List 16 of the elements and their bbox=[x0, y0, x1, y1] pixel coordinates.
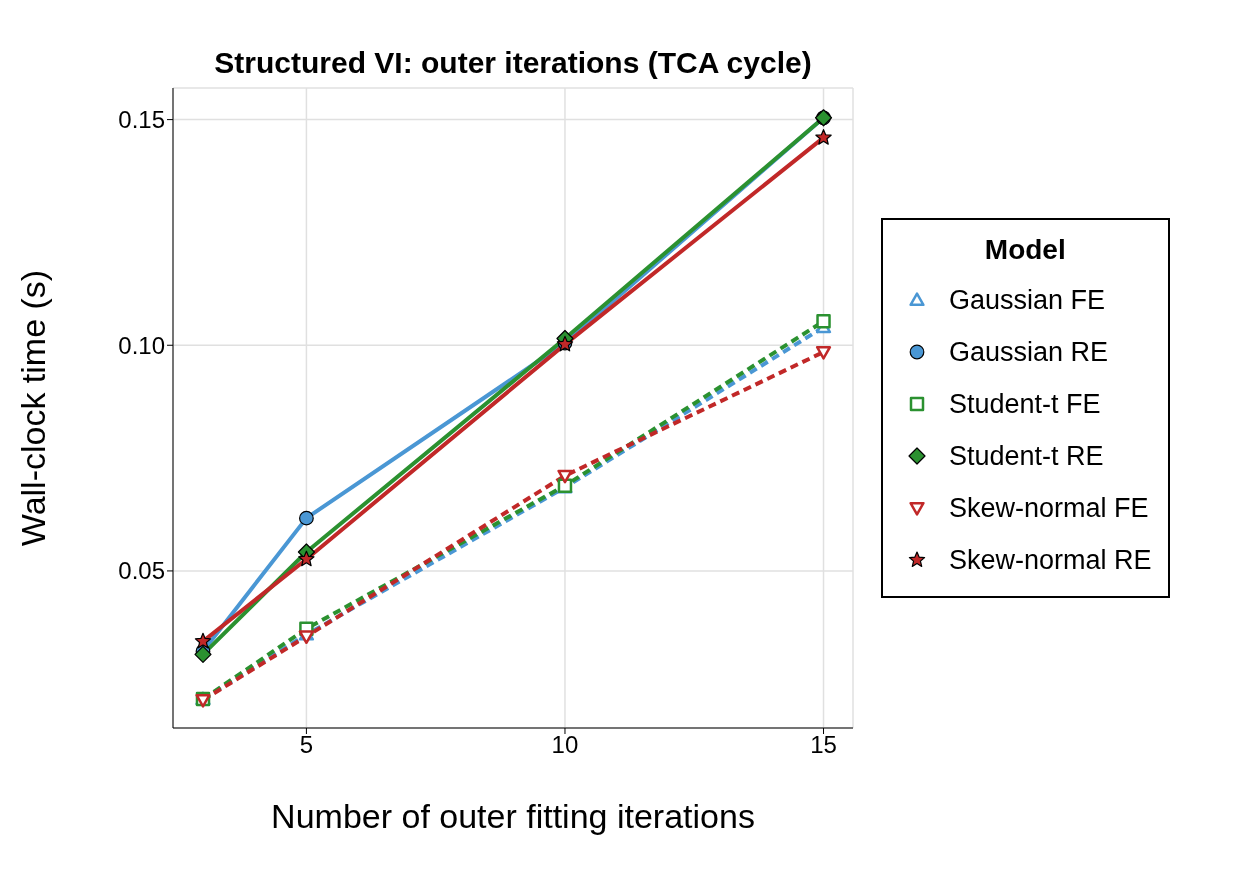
x-tick-label: 10 bbox=[551, 731, 579, 759]
legend-label: Student-t RE bbox=[949, 440, 1104, 472]
legend-label: Skew-normal RE bbox=[949, 544, 1152, 576]
y-axis-title: Wall-clock time (s) bbox=[14, 269, 53, 547]
legend-title: Model bbox=[983, 234, 1067, 266]
x-tick-label: 5 bbox=[299, 731, 314, 759]
legend-label: Student-t FE bbox=[949, 388, 1101, 420]
chart-title: Structured VI: outer iterations (TCA cycle) bbox=[213, 46, 813, 80]
x-tick-label: 15 bbox=[810, 731, 837, 759]
legend-label: Skew-normal FE bbox=[949, 492, 1149, 524]
y-tick-label: 0.15 bbox=[118, 106, 165, 134]
legend-label: Gaussian RE bbox=[949, 336, 1109, 368]
legend-label: Gaussian FE bbox=[949, 284, 1106, 316]
y-tick-label: 0.10 bbox=[118, 331, 165, 359]
x-axis-title: Number of outer fitting iterations bbox=[271, 797, 755, 835]
y-tick-label: 0.05 bbox=[118, 557, 165, 585]
